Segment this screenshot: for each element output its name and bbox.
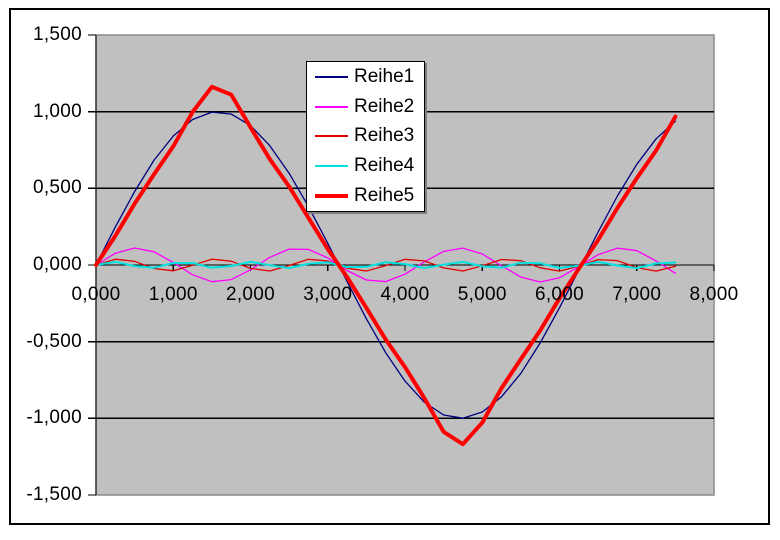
x-axis-tick-label: 4,000 [380, 284, 430, 305]
x-axis-tick-label: 8,000 [689, 284, 739, 305]
y-axis-tick-label: 1,000 [32, 100, 82, 122]
x-axis-tick-label: 3,000 [303, 284, 353, 305]
legend-label-reihe1: Reihe1 [354, 65, 415, 87]
y-axis-tick-label: 0,500 [32, 177, 82, 199]
x-axis-tick-label: 6,000 [534, 284, 585, 305]
legend-line-sample-reihe3 [315, 135, 348, 138]
x-axis-tick-label: 2,000 [225, 284, 276, 305]
legend-item-reihe4[interactable]: Reihe4 [307, 151, 424, 181]
legend-line-sample-reihe1 [315, 75, 348, 78]
legend-line-sample-reihe4 [315, 165, 348, 168]
y-axis-tick-label: 1,500 [32, 24, 82, 45]
y-axis-tick-label: 0,000 [32, 254, 82, 275]
y-axis-tick-label: -0,500 [26, 330, 82, 352]
legend-line-sample-reihe5 [315, 194, 348, 199]
x-axis-tick-label: 7,000 [612, 284, 662, 305]
legend-label-reihe5: Reihe5 [354, 185, 415, 207]
x-axis-tick-label: 5,000 [457, 284, 507, 305]
series-line-reihe5[interactable] [94, 84, 678, 447]
legend-item-reihe1[interactable]: Reihe1 [307, 62, 424, 92]
legend-label-reihe2: Reihe2 [354, 95, 415, 117]
y-axis-tick-label: -1,500 [26, 484, 82, 505]
y-axis-tick-label: -1,000 [26, 407, 82, 429]
legend: Reihe1 Reihe2 Reihe3 Reihe4 Reihe5 [306, 61, 425, 212]
legend-label-reihe4: Reihe4 [354, 155, 415, 177]
legend-item-reihe2[interactable]: Reihe2 [307, 92, 424, 122]
x-axis-tick-label: 1,000 [148, 284, 198, 305]
legend-label-reihe3: Reihe3 [354, 125, 415, 147]
legend-line-sample-reihe2 [315, 105, 348, 108]
x-axis-tick-label: 0,000 [71, 284, 121, 305]
legend-item-reihe5[interactable]: Reihe5 [307, 181, 424, 211]
legend-item-reihe3[interactable]: Reihe3 [307, 122, 424, 152]
